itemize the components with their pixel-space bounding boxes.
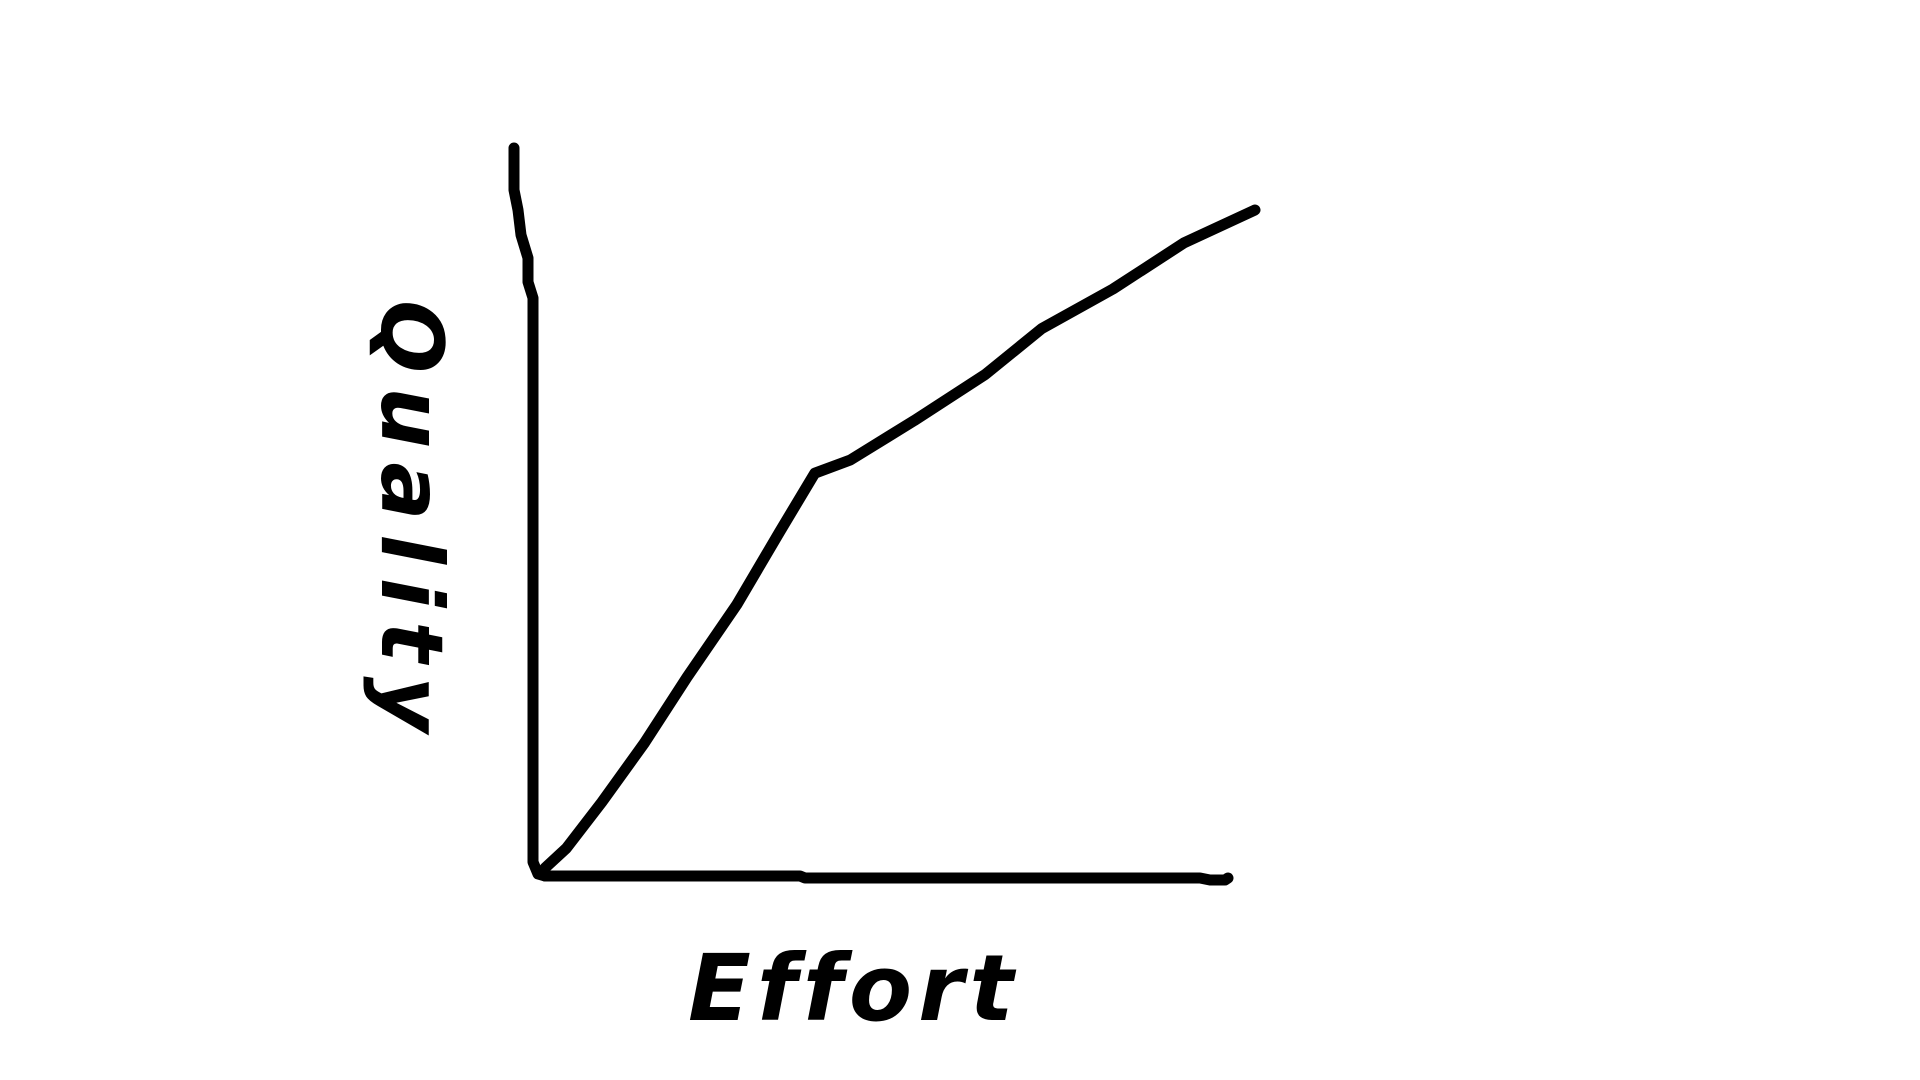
x-axis <box>539 870 1234 886</box>
series-line <box>539 204 1261 874</box>
y-axis-label: Quality <box>361 300 461 747</box>
y-axis <box>508 142 551 882</box>
x-axis-label: Effort <box>688 935 1019 1042</box>
